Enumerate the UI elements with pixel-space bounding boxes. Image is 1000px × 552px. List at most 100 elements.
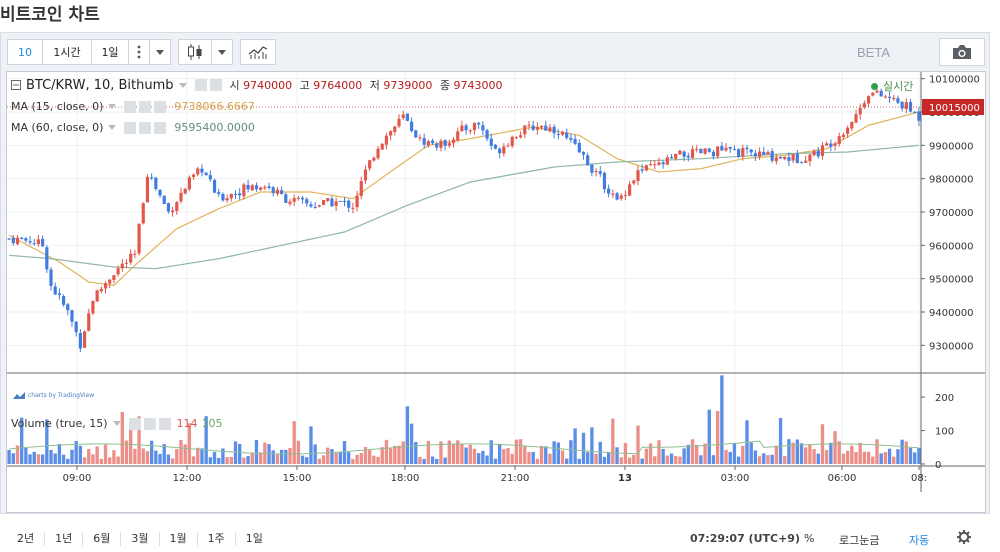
price-tick-label: 9300000 (929, 341, 974, 352)
candle (737, 149, 741, 157)
volume-bar (279, 449, 284, 464)
caret-down-icon[interactable] (108, 125, 117, 130)
range-1d-button[interactable]: 1일 (245, 532, 263, 545)
more-intervals-button[interactable] (128, 39, 150, 65)
attribution-label: charts by TradingView (28, 392, 95, 399)
candle (103, 283, 108, 289)
interval-1d-button[interactable]: 1일 (91, 39, 129, 65)
close-value: 9743000 (453, 79, 503, 92)
candle (393, 126, 397, 133)
gear-icon[interactable] (143, 417, 156, 430)
ma60-legend: MA (60, close, 0) 9595400.0000 (11, 121, 255, 134)
candle (829, 143, 833, 147)
settings-button[interactable] (957, 530, 971, 547)
camera-icon (953, 45, 971, 59)
volume-bar (208, 457, 213, 464)
candle (615, 193, 619, 200)
close-icon[interactable] (158, 417, 171, 430)
volume-bar (644, 448, 649, 464)
eye-icon[interactable] (124, 100, 137, 113)
candle (623, 194, 628, 196)
caret-down-icon[interactable] (178, 82, 187, 88)
range-1y-button[interactable]: 1년 (45, 532, 84, 546)
volume-bar (145, 451, 150, 464)
chart-type-button[interactable] (178, 39, 212, 65)
candle (162, 195, 166, 204)
interval-10-button[interactable]: 10 (7, 39, 43, 65)
candle (24, 238, 28, 241)
range-1w-button[interactable]: 1주 (198, 532, 236, 546)
volume-bar (149, 440, 154, 464)
volume-bar (19, 417, 24, 464)
gear-icon[interactable] (139, 121, 152, 134)
volume-bar (590, 427, 594, 464)
candle (611, 193, 615, 195)
collapse-icon[interactable] (11, 80, 21, 90)
candle (171, 210, 175, 213)
volume-bar (560, 450, 565, 464)
volume-bar (669, 453, 674, 464)
candle (619, 195, 623, 199)
volume-bar (284, 449, 288, 464)
eye-icon[interactable] (128, 417, 141, 430)
range-1m-button[interactable]: 1월 (160, 532, 198, 546)
volume-bar (636, 425, 640, 464)
candle (154, 177, 158, 190)
candle (384, 135, 389, 145)
range-2y-button[interactable]: 2년 (7, 532, 46, 546)
interval-1h-button[interactable]: 1시간 (42, 39, 92, 65)
log-scale-button[interactable]: 로그눈금 (839, 534, 880, 547)
volume-bar (464, 447, 468, 464)
volume-bar (518, 439, 523, 464)
candle (560, 131, 565, 135)
candle (720, 146, 724, 151)
volume-down-value: 105 (201, 417, 223, 430)
gear-icon[interactable] (209, 79, 222, 91)
volume-bar (632, 454, 636, 464)
snapshot-button[interactable] (939, 38, 985, 66)
candle (724, 147, 728, 151)
auto-scale-button[interactable]: 자동 (909, 534, 930, 547)
volume-bar (129, 426, 133, 464)
percent-scale-button[interactable]: % (804, 532, 815, 545)
gear-icon[interactable] (139, 100, 152, 113)
ma15-label: MA (15, close, 0) (11, 100, 104, 113)
interval-10-label: 10 (18, 45, 32, 59)
candle (741, 147, 745, 157)
gear-icon (957, 530, 971, 544)
candle (191, 174, 196, 177)
candle (552, 126, 556, 134)
caret-down-icon[interactable] (108, 104, 117, 109)
candle (296, 197, 300, 199)
volume-bar (439, 441, 443, 464)
candle (347, 200, 351, 208)
price-chart[interactable]: 9300000 9400000 9500000 9600000 9700000 98000… (7, 72, 985, 512)
range-3m-button[interactable]: 3월 (121, 532, 160, 546)
time-tick-label: 03:00 (721, 473, 750, 484)
volume-bar (586, 452, 590, 464)
candle (389, 131, 393, 136)
candle (598, 171, 602, 174)
chart-type-dropdown-button[interactable] (211, 39, 233, 65)
interval-dropdown-button[interactable] (149, 39, 171, 65)
range-6m-button[interactable]: 6월 (83, 532, 122, 546)
eye-icon[interactable] (124, 121, 137, 134)
volume-bar (598, 441, 602, 464)
caret-down-icon[interactable] (112, 421, 121, 426)
volume-bar (430, 456, 435, 464)
volume-bar (804, 447, 808, 464)
tradingview-attribution[interactable]: charts by TradingView (13, 392, 94, 399)
close-icon[interactable] (154, 100, 167, 113)
time-tick-label: 18:00 (391, 473, 420, 484)
chart-area[interactable]: 9300000 9400000 9500000 9600000 9700000 98000… (6, 71, 986, 547)
volume-bar (497, 443, 502, 464)
close-icon[interactable] (154, 121, 167, 134)
time-tick-label: 13 (618, 473, 632, 484)
volume-bar (833, 431, 837, 464)
eye-icon[interactable] (194, 79, 207, 91)
candle (833, 143, 837, 146)
candle (238, 193, 242, 196)
indicators-button[interactable] (240, 39, 276, 65)
volume-bar (137, 416, 141, 464)
candle (816, 150, 820, 157)
